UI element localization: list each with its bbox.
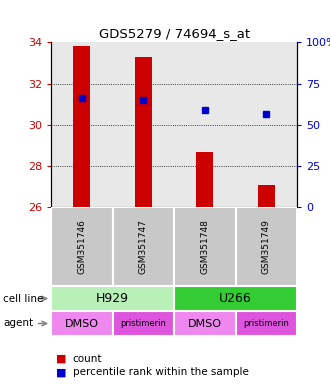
- Bar: [73, 46, 90, 207]
- Text: ■: ■: [56, 354, 67, 364]
- Bar: [51, 207, 113, 286]
- Bar: [51, 286, 174, 311]
- Bar: [51, 311, 113, 336]
- Text: H929: H929: [96, 292, 129, 305]
- Bar: [174, 311, 236, 336]
- Bar: [113, 207, 174, 286]
- Text: percentile rank within the sample: percentile rank within the sample: [73, 367, 248, 377]
- Bar: [236, 311, 297, 336]
- Bar: [236, 207, 297, 286]
- Text: pristimerin: pristimerin: [243, 319, 289, 328]
- Text: agent: agent: [3, 318, 33, 328]
- Title: GDS5279 / 74694_s_at: GDS5279 / 74694_s_at: [99, 26, 249, 40]
- Bar: [196, 152, 214, 207]
- Bar: [174, 286, 297, 311]
- Bar: [174, 207, 236, 286]
- Text: count: count: [73, 354, 102, 364]
- Bar: [258, 185, 275, 207]
- Text: pristimerin: pristimerin: [120, 319, 166, 328]
- Bar: [135, 57, 152, 207]
- Text: GSM351747: GSM351747: [139, 219, 148, 274]
- Text: GSM351746: GSM351746: [77, 219, 86, 274]
- Text: GSM351749: GSM351749: [262, 219, 271, 274]
- Text: ■: ■: [56, 367, 67, 377]
- Text: U266: U266: [219, 292, 252, 305]
- Bar: [113, 311, 174, 336]
- Text: DMSO: DMSO: [188, 318, 222, 329]
- Text: DMSO: DMSO: [65, 318, 99, 329]
- Text: GSM351748: GSM351748: [200, 219, 209, 274]
- Text: cell line: cell line: [3, 294, 44, 304]
